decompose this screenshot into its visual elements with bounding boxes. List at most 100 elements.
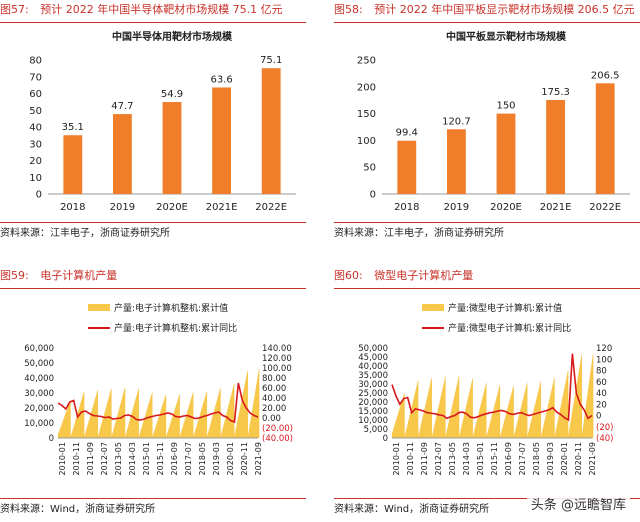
x-tick-label: 2013-05: [448, 442, 457, 475]
y-tick-label: 100: [357, 136, 376, 147]
x-tick-label: 2012-07: [100, 442, 109, 475]
x-tick-label: 2019-03: [546, 442, 555, 475]
x-tick-label: 2022E: [589, 202, 621, 213]
x-tick-label: 2021-09: [254, 442, 263, 475]
x-tick-label: 2017-07: [518, 442, 527, 475]
data-label: 47.7: [111, 101, 133, 112]
y-tick-label: 250: [357, 56, 376, 67]
figure-58: 图58: 预计 2022 年中国平板显示靶材市场规模 206.5 亿元 中国平板…: [334, 0, 640, 245]
y-left-tick-label: 10,000: [358, 416, 388, 426]
y-left-tick-label: 50,000: [24, 359, 54, 369]
x-tick-label: 2015-01: [476, 442, 485, 475]
y-right-tick-label: 20: [596, 400, 607, 410]
bar-chart-semiconductor: 中国半导体用靶材市场规模 0 10 20 30 40 50 60 70 80 35.1 2018 47.…: [29, 30, 296, 213]
x-tick-label: 2018: [394, 202, 419, 213]
figure-heading: 图59: 电子计算机产量: [0, 266, 306, 289]
y-tick-label: 0: [36, 190, 42, 201]
y-right-tick-label: 0: [596, 412, 601, 422]
x-tick-label: 2015-11: [156, 442, 165, 475]
line-yoy: [57, 382, 259, 424]
bar: [162, 102, 182, 194]
data-label: 35.1: [62, 122, 84, 133]
y-left-tick-label: 15,000: [358, 407, 388, 417]
figure-heading: 图57: 预计 2022 年中国半导体靶材市场规模 75.1 亿元: [0, 0, 306, 23]
watermark: 头条 @远瞻智库: [526, 493, 630, 514]
chart-title: 中国平板显示靶材市场规模: [446, 30, 567, 43]
x-tick-label: 2010-11: [72, 442, 81, 475]
y-tick-label: 50: [29, 106, 42, 117]
data-label: 120.7: [442, 116, 471, 127]
x-tick-label: 2015-01: [142, 442, 151, 475]
y-tick-label: 20: [29, 156, 42, 167]
y-left-tick-label: 5,000: [364, 425, 388, 435]
y-tick-label: 30: [29, 139, 42, 150]
figure-number: 图59:: [0, 269, 29, 282]
y-left-tick-label: 0: [383, 434, 388, 444]
bar: [496, 113, 516, 194]
x-tick-label: 2022E: [255, 202, 287, 213]
y-tick-label: 10: [29, 173, 42, 184]
y-right-tick-label: 100.00: [262, 364, 292, 374]
x-tick-label: 2018-05: [198, 442, 207, 475]
data-label: 75.1: [260, 55, 282, 66]
bar: [446, 129, 466, 194]
data-label: 63.6: [210, 74, 232, 85]
x-tick-label: 2010-11: [406, 442, 415, 475]
y-right-tick-label: (40): [596, 434, 613, 444]
y-left-tick-label: 50,000: [358, 344, 388, 354]
y-left-tick-label: 40,000: [358, 362, 388, 372]
y-tick-label: 60: [29, 89, 42, 100]
figure-number: 图60:: [334, 269, 363, 282]
bar: [397, 140, 417, 194]
y-tick-label: 40: [29, 123, 42, 134]
x-tick-label: 2019-03: [212, 442, 221, 475]
y-right-tick-label: (20): [596, 423, 613, 433]
x-tick-label: 2021E: [206, 202, 238, 213]
y-tick-label: 200: [357, 82, 376, 93]
x-tick-label: 2019: [110, 202, 135, 213]
figure-60: 图60: 微型电子计算机产量 产量:微型电子计算机:累计值 产量:微型电子计算机:…: [334, 266, 640, 522]
y-right-tick-label: 60: [596, 378, 607, 388]
x-tick-label: 2012-07: [434, 442, 443, 475]
figure-title: 微型电子计算机产量: [374, 269, 474, 282]
figure-heading: 图58: 预计 2022 年中国平板显示靶材市场规模 206.5 亿元: [334, 0, 640, 23]
area-cumulative-output: [57, 368, 260, 439]
y-left-tick-label: 25,000: [358, 389, 388, 399]
data-label: 150: [496, 101, 515, 112]
x-tick-label: 2017-07: [184, 442, 193, 475]
bar: [63, 135, 83, 194]
figure-heading: 图60: 微型电子计算机产量: [334, 266, 640, 289]
y-left-tick-label: 60,000: [24, 344, 54, 354]
figure-title: 预计 2022 年中国平板显示靶材市场规模 206.5 亿元: [374, 3, 635, 16]
figure-source: 资料来源：Wind，浙商证券研究所: [334, 498, 640, 517]
y-right-tick-label: 0.00: [262, 414, 281, 424]
x-tick-label: 2020E: [490, 202, 522, 213]
figure-59: 图59: 电子计算机产量 产量:电子计算机整机:累计值 产量:电子计算机整机:累计…: [0, 266, 306, 522]
x-tick-label: 2021E: [540, 202, 572, 213]
x-tick-label: 2016-09: [504, 442, 513, 475]
data-label: 175.3: [541, 87, 570, 98]
figure-source: 资料来源：江丰电子，浙商证券研究所: [0, 222, 306, 241]
bar: [112, 114, 132, 194]
area-cumulative-output: [391, 353, 594, 439]
x-tick-label: 2020-01: [560, 442, 569, 475]
x-tick-label: 2011-09: [420, 442, 429, 475]
x-tick-label: 2013-05: [114, 442, 123, 475]
x-tick-label: 2020-01: [226, 442, 235, 475]
chart-title: 中国半导体用靶材市场规模: [112, 30, 233, 43]
data-label: 54.9: [161, 89, 183, 100]
y-right-tick-label: 40: [596, 389, 607, 399]
y-left-tick-label: 20,000: [24, 404, 54, 414]
y-right-tick-label: (40.00): [262, 434, 293, 444]
bar: [546, 100, 566, 194]
legend-label: 产量:电子计算机整机:累计同比: [114, 322, 237, 334]
y-left-tick-label: 45,000: [358, 353, 388, 363]
figure-number: 图57:: [0, 3, 29, 16]
legend-swatch-area: [422, 304, 444, 311]
legend-label: 产量:微型电子计算机:累计值: [448, 302, 562, 314]
x-tick-label: 2018-05: [532, 442, 541, 475]
x-tick-label: 2010-01: [58, 442, 67, 475]
figure-57: 图57: 预计 2022 年中国半导体靶材市场规模 75.1 亿元 中国半导体用…: [0, 0, 306, 245]
figure-title: 电子计算机产量: [40, 269, 118, 282]
